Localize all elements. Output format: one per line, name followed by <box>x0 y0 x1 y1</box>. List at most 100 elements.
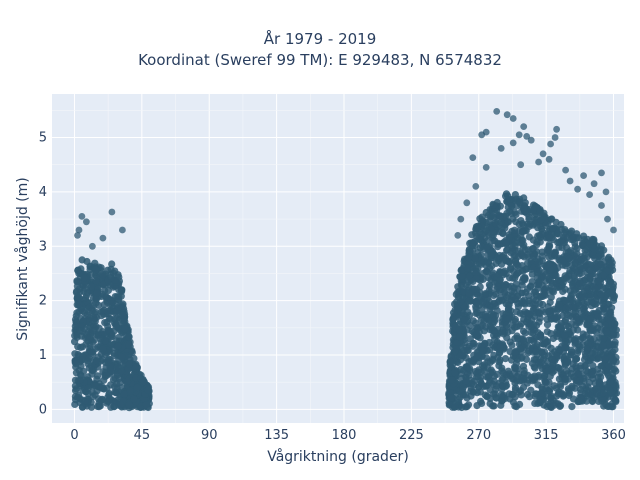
data-point <box>91 317 99 325</box>
data-point <box>561 272 569 280</box>
data-point <box>498 376 506 384</box>
data-point <box>540 209 548 217</box>
data-point <box>550 367 558 375</box>
x-tick-label: 135 <box>264 428 289 443</box>
data-point <box>611 396 619 404</box>
data-point <box>516 345 524 353</box>
data-point <box>80 274 88 282</box>
data-point <box>548 224 557 232</box>
data-point <box>463 264 472 272</box>
data-point <box>531 399 539 407</box>
data-point <box>550 305 559 313</box>
data-point <box>610 226 617 234</box>
data-point <box>537 216 545 224</box>
data-point <box>544 367 552 375</box>
data-point <box>527 386 535 394</box>
data-point <box>525 393 534 401</box>
data-point <box>498 260 506 268</box>
data-point <box>133 383 141 392</box>
data-point <box>487 213 495 221</box>
data-point <box>525 299 534 308</box>
data-point <box>570 373 578 381</box>
data-point <box>108 260 116 268</box>
data-point <box>545 307 553 315</box>
data-point <box>528 278 536 286</box>
data-point <box>465 253 473 262</box>
data-point <box>125 341 133 349</box>
data-point <box>538 230 546 238</box>
data-point <box>531 305 540 313</box>
data-point <box>458 403 466 412</box>
data-point <box>543 321 552 329</box>
data-point <box>108 332 116 340</box>
data-point <box>477 397 485 405</box>
data-point <box>551 134 559 141</box>
data-point <box>608 259 616 267</box>
data-point <box>496 275 504 284</box>
y-tick-label: 4 <box>39 185 47 200</box>
data-point <box>492 302 500 310</box>
data-point <box>591 379 599 387</box>
data-point <box>590 335 598 343</box>
data-point <box>92 266 100 274</box>
data-point <box>105 397 113 405</box>
data-point <box>595 277 603 285</box>
data-point <box>502 212 510 220</box>
data-point <box>571 259 579 267</box>
data-point <box>580 172 587 180</box>
data-point <box>80 308 89 316</box>
data-point <box>74 266 82 274</box>
data-point <box>472 183 480 190</box>
data-point <box>99 271 107 279</box>
data-point <box>542 221 550 230</box>
data-point <box>508 341 516 349</box>
data-point <box>597 290 605 298</box>
data-point <box>451 403 459 411</box>
data-point <box>505 390 513 398</box>
data-point <box>501 355 510 363</box>
data-point <box>466 321 474 330</box>
data-point <box>520 383 528 391</box>
data-point <box>531 288 539 296</box>
data-point <box>110 403 118 411</box>
data-point <box>140 377 148 386</box>
data-point <box>509 274 517 282</box>
data-point <box>510 226 519 234</box>
data-point <box>106 315 115 323</box>
data-point <box>529 206 537 214</box>
data-point <box>485 281 493 289</box>
data-point <box>570 286 578 294</box>
data-point <box>451 368 459 377</box>
data-point <box>478 131 486 139</box>
data-point <box>586 261 595 269</box>
data-point <box>547 140 554 148</box>
y-tick-label: 3 <box>39 239 47 254</box>
data-point <box>556 402 564 410</box>
data-point <box>448 376 456 384</box>
data-point <box>548 287 557 295</box>
data-point <box>457 215 465 223</box>
data-point <box>586 273 594 281</box>
data-point <box>527 136 535 144</box>
data-point <box>463 199 471 207</box>
data-point <box>581 257 589 265</box>
data-point <box>519 236 527 244</box>
data-point <box>504 305 513 313</box>
data-point <box>525 347 533 355</box>
data-point <box>476 283 484 291</box>
data-point <box>469 154 477 162</box>
data-point <box>470 381 478 389</box>
data-point <box>104 266 112 274</box>
data-point <box>537 331 545 339</box>
data-point <box>73 277 81 285</box>
data-point <box>130 395 138 403</box>
data-point <box>577 370 586 378</box>
data-point <box>465 289 473 297</box>
data-point <box>562 322 570 330</box>
data-point <box>583 397 591 405</box>
data-point <box>601 367 609 375</box>
x-axis-label: Vågriktning (grader) <box>267 448 409 465</box>
data-point <box>479 347 487 355</box>
data-point <box>120 390 128 398</box>
